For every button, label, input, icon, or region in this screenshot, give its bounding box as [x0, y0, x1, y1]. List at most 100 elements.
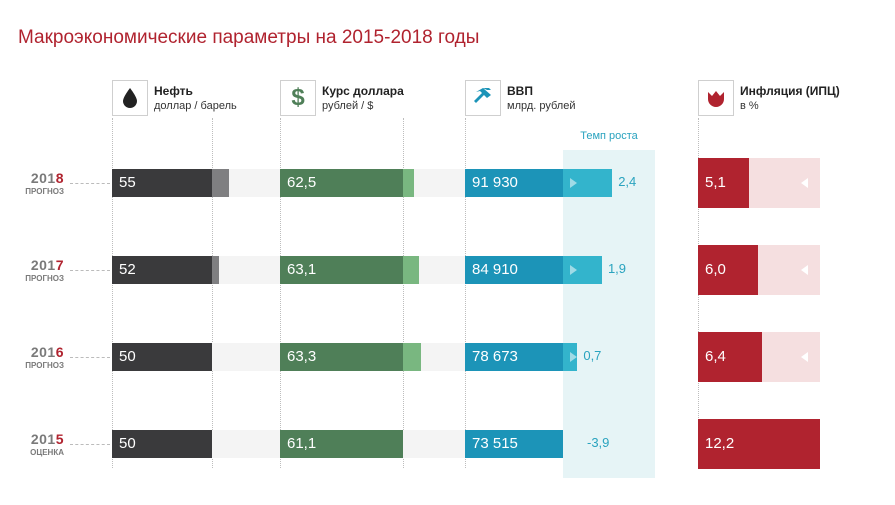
gdp-bar-track: 73 515: [465, 430, 563, 458]
inflation-value-label: 6,0: [705, 261, 726, 278]
year-status: ПРОГНОЗ: [25, 361, 64, 370]
gdp-value-label: 91 930: [472, 174, 518, 191]
usd-bar-extension: [403, 169, 415, 197]
oil-bar-extension: [212, 169, 229, 197]
growth-rate-label: 0,7: [583, 348, 602, 363]
gdp-unit: млрд. рублей: [507, 100, 576, 112]
year-value: 2017: [30, 257, 64, 273]
inflation-label: Инфляция (ИПЦ): [740, 84, 840, 98]
guide-line: [465, 118, 466, 468]
growth-arrow-icon: [570, 178, 577, 188]
inflation-unit: в %: [740, 100, 759, 112]
growth-rate-bar: [563, 256, 602, 284]
inflation-bar-track: 6,0: [698, 245, 820, 295]
row-leader: [70, 444, 110, 445]
tulip-icon: [698, 80, 734, 116]
inflation-bar: [698, 158, 749, 208]
growth-rate-label: 2,4: [618, 174, 637, 189]
guide-line: [403, 118, 404, 468]
guide-line: [112, 118, 113, 468]
row-leader: [70, 270, 110, 271]
gdp-bar-track: 78 673: [465, 343, 563, 371]
year-status: ПРОГНОЗ: [25, 187, 64, 196]
oil-bar-track: 50: [112, 430, 280, 458]
usd-bar-track: 62,5: [280, 169, 465, 197]
gdp-bar-track: 84 910: [465, 256, 563, 284]
guide-line: [280, 118, 281, 468]
usd-unit: рублей / $: [322, 100, 374, 112]
usd-bar-track: 63,3: [280, 343, 465, 371]
usd-value-label: 63,1: [287, 261, 317, 278]
gdp-bar: [465, 256, 563, 284]
gdp-value-label: 73 515: [472, 435, 518, 452]
oil-drop-icon: [112, 80, 148, 116]
year-status: ПРОГНОЗ: [25, 274, 64, 283]
oil-unit: доллар / барель: [154, 100, 237, 112]
growth-rate-header: Темп роста: [580, 130, 638, 142]
dollar-icon: $: [280, 80, 316, 116]
oil-value-label: 52: [119, 261, 136, 278]
oil-bar-track: 50: [112, 343, 280, 371]
oil-value-label: 50: [119, 435, 136, 452]
oil-value-label: 50: [119, 348, 136, 365]
usd-bar-track: 63,1: [280, 256, 465, 284]
gdp-label: ВВП: [507, 84, 533, 98]
inflation-bar: [698, 245, 758, 295]
growth-rate-label: -3,9: [587, 435, 610, 450]
usd-bar-extension: [403, 256, 419, 284]
gdp-value-label: 84 910: [472, 261, 518, 278]
gdp-bar: [465, 430, 563, 458]
oil-label: Нефть: [154, 84, 193, 98]
usd-value-label: 63,3: [287, 348, 317, 365]
inflation-value-label: 12,2: [705, 435, 735, 452]
oil-bar: [112, 343, 212, 371]
inflation-value-label: 5,1: [705, 174, 726, 191]
row-leader: [70, 357, 110, 358]
hammer-icon: [465, 80, 501, 116]
gdp-value-label: 78 673: [472, 348, 518, 365]
oil-bar: [112, 256, 212, 284]
oil-bar-extension: [212, 256, 219, 284]
year-label: 2017 ПРОГНОЗ: [14, 257, 64, 283]
year-value: 2016: [30, 344, 64, 360]
row-leader: [70, 183, 110, 184]
growth-rate-band: [563, 150, 655, 478]
guide-line: [212, 118, 213, 468]
inflation-bar: [698, 332, 762, 382]
usd-label: Курс доллара: [322, 84, 404, 98]
oil-bar: [112, 430, 212, 458]
year-label: 2018 ПРОГНОЗ: [14, 170, 64, 196]
usd-bar: [280, 430, 403, 458]
usd-bar-extension: [403, 343, 421, 371]
usd-bar: [280, 169, 403, 197]
gdp-bar-track: 91 930: [465, 169, 563, 197]
oil-bar-track: 55: [112, 169, 280, 197]
chart-title: Макроэкономические параметры на 2015-201…: [18, 27, 480, 48]
oil-bar-track: 52: [112, 256, 280, 284]
year-label: 2015 ОЦЕНКА: [14, 431, 64, 457]
inflation-bar-track: 12,2: [698, 419, 820, 469]
oil-bar: [112, 169, 212, 197]
usd-value-label: 62,5: [287, 174, 317, 191]
inflation-arrow-icon: [801, 352, 808, 362]
inflation-bar: [698, 419, 820, 469]
year-status: ОЦЕНКА: [30, 448, 64, 457]
inflation-bar-track: 5,1: [698, 158, 820, 208]
growth-arrow-icon: [570, 352, 577, 362]
inflation-arrow-icon: [801, 178, 808, 188]
usd-bar: [280, 256, 403, 284]
inflation-arrow-icon: [801, 265, 808, 275]
growth-arrow-icon: [570, 265, 577, 275]
gdp-bar: [465, 169, 563, 197]
year-value: 2015: [30, 431, 64, 447]
inflation-bar-track: 6,4: [698, 332, 820, 382]
year-value: 2018: [30, 170, 64, 186]
usd-bar-track: 61,1: [280, 430, 465, 458]
growth-rate-label: 1,9: [607, 261, 627, 276]
year-label: 2016 ПРОГНОЗ: [14, 344, 64, 370]
oil-value-label: 55: [119, 174, 136, 191]
gdp-bar: [465, 343, 563, 371]
usd-bar: [280, 343, 403, 371]
usd-value-label: 61,1: [287, 435, 317, 452]
inflation-value-label: 6,4: [705, 348, 726, 365]
